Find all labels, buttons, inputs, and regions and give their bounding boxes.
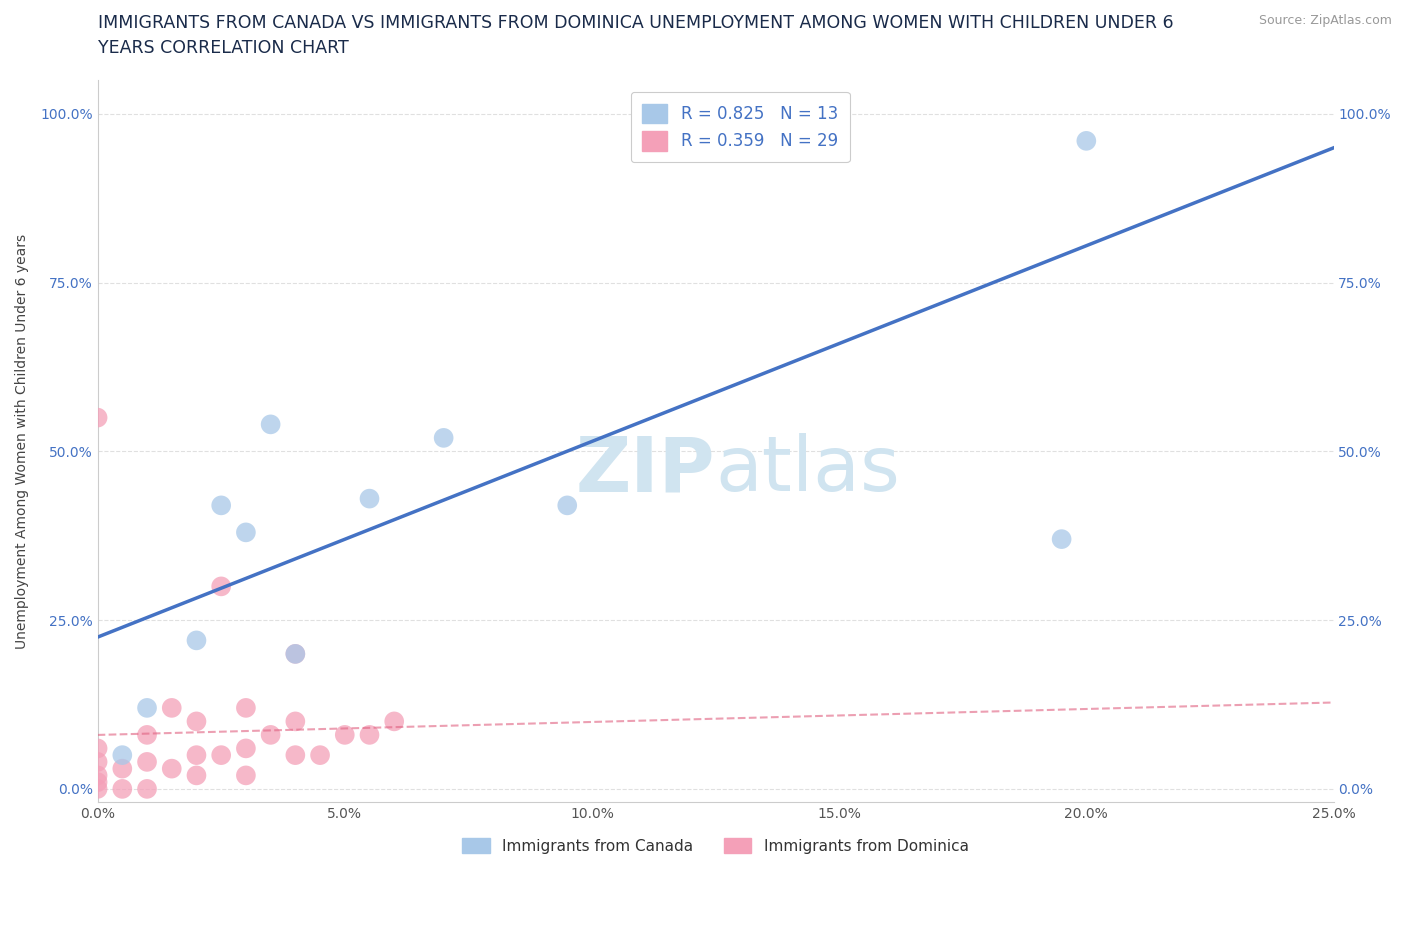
Point: [186, 633, 208, 648]
Point: [235, 768, 257, 783]
Point: [284, 646, 307, 661]
Point: [86, 410, 108, 425]
Point: [136, 700, 159, 715]
Point: [86, 781, 108, 796]
Point: [359, 491, 381, 506]
Point: [186, 714, 208, 729]
Point: [86, 775, 108, 790]
Point: [160, 700, 183, 715]
Text: atlas: atlas: [716, 433, 900, 507]
Point: [1050, 532, 1073, 547]
Point: [555, 498, 578, 512]
Text: Source: ZipAtlas.com: Source: ZipAtlas.com: [1258, 14, 1392, 27]
Point: [433, 431, 456, 445]
Point: [235, 700, 257, 715]
Point: [209, 748, 232, 763]
Legend: Immigrants from Canada, Immigrants from Dominica: Immigrants from Canada, Immigrants from …: [457, 831, 974, 859]
Text: IMMIGRANTS FROM CANADA VS IMMIGRANTS FROM DOMINICA UNEMPLOYMENT AMONG WOMEN WITH: IMMIGRANTS FROM CANADA VS IMMIGRANTS FRO…: [98, 14, 1174, 32]
Point: [235, 525, 257, 539]
Y-axis label: Unemployment Among Women with Children Under 6 years: Unemployment Among Women with Children U…: [15, 233, 30, 649]
Point: [186, 748, 208, 763]
Point: [259, 417, 281, 432]
Point: [209, 579, 232, 594]
Point: [259, 727, 281, 742]
Point: [382, 714, 405, 729]
Point: [359, 727, 381, 742]
Point: [284, 714, 307, 729]
Point: [111, 781, 134, 796]
Point: [86, 754, 108, 769]
Text: YEARS CORRELATION CHART: YEARS CORRELATION CHART: [98, 39, 349, 57]
Point: [111, 761, 134, 776]
Text: ZIP: ZIP: [576, 433, 716, 507]
Point: [136, 754, 159, 769]
Point: [309, 748, 332, 763]
Point: [136, 781, 159, 796]
Point: [333, 727, 356, 742]
Point: [186, 768, 208, 783]
Point: [1076, 133, 1098, 148]
Point: [86, 768, 108, 783]
Point: [284, 748, 307, 763]
Point: [86, 741, 108, 756]
Point: [136, 727, 159, 742]
Point: [779, 133, 801, 148]
Point: [111, 748, 134, 763]
Point: [235, 741, 257, 756]
Point: [284, 646, 307, 661]
Point: [209, 498, 232, 512]
Point: [160, 761, 183, 776]
